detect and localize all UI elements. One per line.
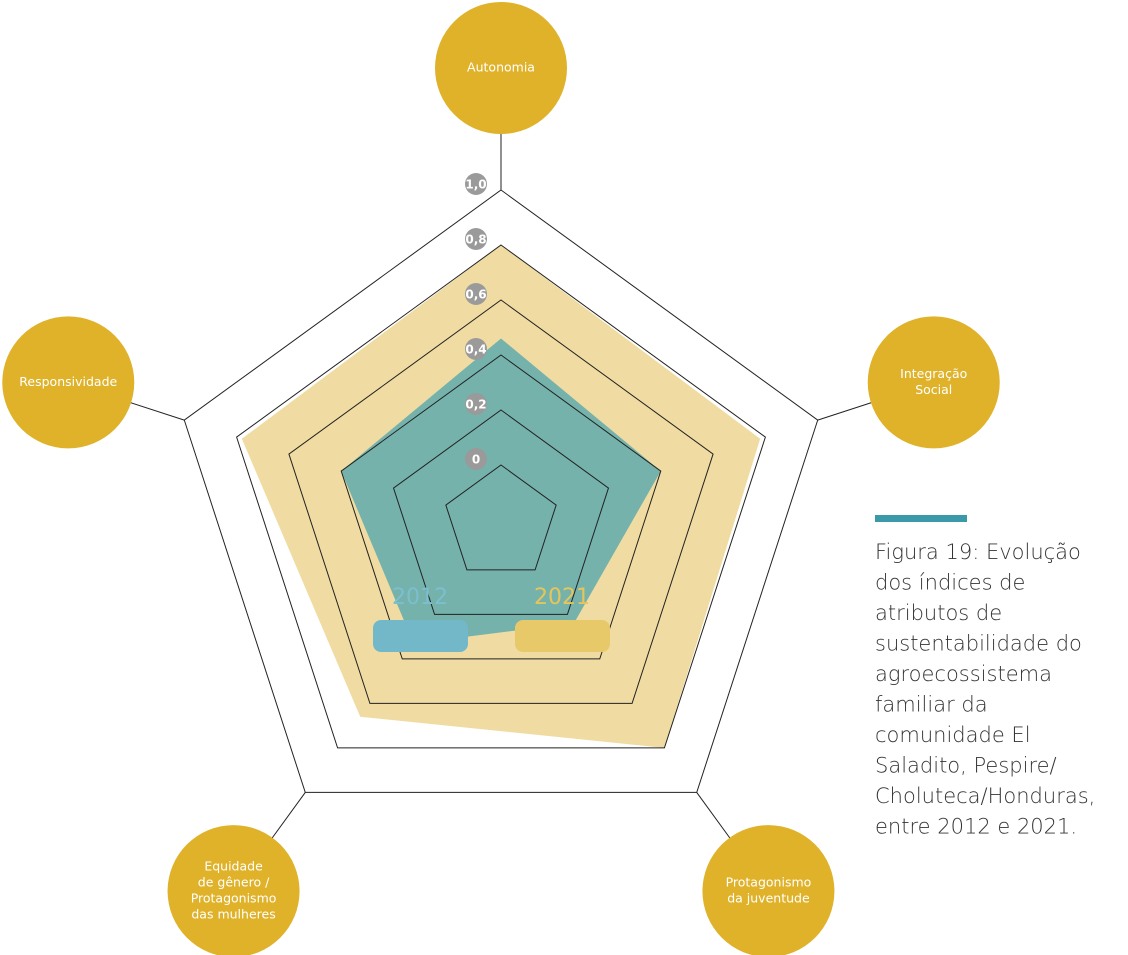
category-circle xyxy=(702,825,835,955)
category-label: Autonomia xyxy=(467,60,535,75)
caption-line: Figura 19: Evolução xyxy=(875,540,1081,564)
y-tick-label: 0,8 xyxy=(465,233,486,247)
grid-ring xyxy=(445,464,557,571)
grid-ring xyxy=(183,189,819,793)
tick-badge xyxy=(465,283,487,305)
axis-spoke xyxy=(120,398,185,421)
caption-line: Saladito, Pespire/ xyxy=(875,754,1057,778)
legend-swatch xyxy=(373,620,468,652)
tick-badge xyxy=(465,393,487,415)
grid-ring xyxy=(392,409,610,615)
category-circle xyxy=(867,316,1000,449)
caption-line: familiar da xyxy=(875,693,988,717)
legend-label: 2021 xyxy=(534,585,590,610)
category-label: Social xyxy=(915,382,952,397)
caption-line: agroecossistema xyxy=(875,662,1052,686)
tick-badge xyxy=(465,338,487,360)
caption-bar xyxy=(875,515,967,522)
category-label: das mulheres xyxy=(191,907,275,922)
axis-spoke xyxy=(817,398,882,421)
category-label: Protagonismo xyxy=(726,875,812,890)
category-circle xyxy=(435,2,567,134)
tick-badge xyxy=(465,448,487,470)
y-tick-label: 1,0 xyxy=(465,178,486,192)
grid-ring xyxy=(236,244,766,749)
caption-line: Choluteca/Honduras, xyxy=(875,784,1095,808)
caption-line: atributos de xyxy=(875,601,1002,625)
legend-label: 2012 xyxy=(392,585,448,610)
series-area xyxy=(341,338,661,644)
category-label: Equidade xyxy=(204,859,263,874)
category-label: da juventude xyxy=(727,891,810,906)
grid-ring xyxy=(340,354,662,660)
caption-line: dos índices de xyxy=(875,571,1025,595)
y-tick-label: 0,4 xyxy=(465,343,486,357)
caption-line: entre 2012 e 2021. xyxy=(875,815,1077,839)
tick-badge xyxy=(465,173,487,195)
category-label: Protagonismo xyxy=(191,891,277,906)
caption-line: sustentabilidade do xyxy=(875,632,1082,656)
y-tick-label: 0,6 xyxy=(465,288,486,302)
category-circle xyxy=(2,316,135,449)
legend-swatch xyxy=(515,620,610,652)
axis-spoke xyxy=(696,792,737,847)
tick-badge xyxy=(465,228,487,250)
category-label: Responsividade xyxy=(19,374,117,389)
caption-line: comunidade El xyxy=(875,723,1031,747)
category-label: de gênero / xyxy=(198,875,270,890)
y-tick-label: 0,2 xyxy=(465,398,486,412)
category-circle xyxy=(167,825,300,955)
category-label: Integração xyxy=(900,366,967,381)
axis-spoke xyxy=(265,792,306,847)
grid-ring xyxy=(288,299,714,704)
y-tick-label: 0 xyxy=(472,453,480,467)
